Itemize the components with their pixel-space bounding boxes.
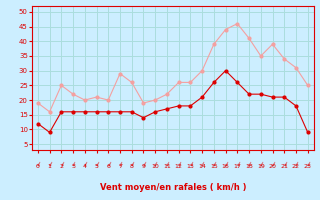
Text: ↓: ↓ — [257, 161, 264, 168]
Text: ↓: ↓ — [128, 161, 135, 168]
Text: ↓: ↓ — [281, 161, 288, 168]
Text: ↓: ↓ — [269, 161, 276, 168]
X-axis label: Vent moyen/en rafales ( km/h ): Vent moyen/en rafales ( km/h ) — [100, 183, 246, 192]
Text: ↓: ↓ — [187, 161, 194, 168]
Text: ↓: ↓ — [199, 161, 206, 168]
Text: ↓: ↓ — [58, 161, 65, 168]
Text: ↓: ↓ — [292, 161, 300, 168]
Text: ↓: ↓ — [46, 161, 53, 168]
Text: ↓: ↓ — [304, 161, 311, 168]
Text: ↓: ↓ — [234, 161, 241, 168]
Text: ↓: ↓ — [222, 161, 229, 168]
Text: ↓: ↓ — [93, 161, 100, 168]
Text: ↓: ↓ — [152, 161, 159, 168]
Text: ↓: ↓ — [175, 161, 182, 168]
Text: ↓: ↓ — [210, 161, 217, 168]
Text: ↓: ↓ — [140, 161, 147, 168]
Text: ↓: ↓ — [116, 161, 124, 168]
Text: ↓: ↓ — [69, 161, 76, 168]
Text: ↓: ↓ — [81, 161, 88, 168]
Text: ↓: ↓ — [105, 161, 112, 168]
Text: ↓: ↓ — [245, 161, 252, 168]
Text: ↓: ↓ — [34, 161, 41, 168]
Text: ↓: ↓ — [164, 161, 171, 168]
